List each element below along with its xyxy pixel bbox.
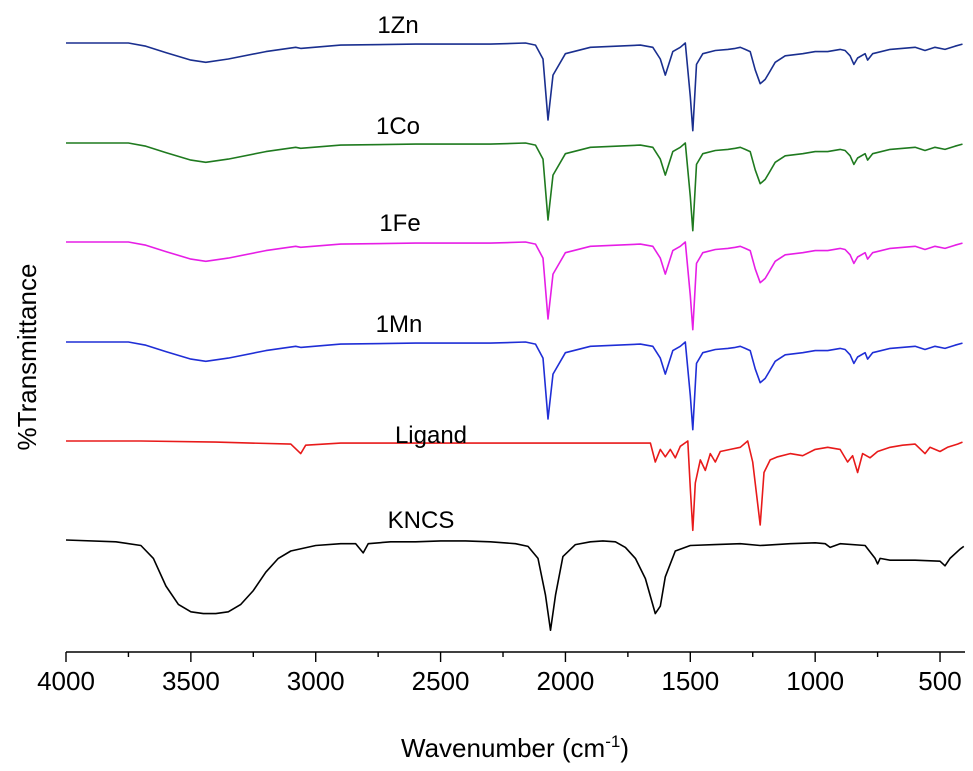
trace-1mn bbox=[66, 341, 963, 431]
y-axis-title: %Transmittance bbox=[12, 264, 42, 451]
x-tick-label: 3500 bbox=[162, 666, 220, 696]
spectrum-traces bbox=[65, 42, 965, 631]
trace-kncs bbox=[65, 539, 965, 631]
x-tick-label: 500 bbox=[918, 666, 961, 696]
series-labels: 1Zn 1Co 1Fe 1Mn Ligand KNCS bbox=[376, 12, 467, 534]
trace-1co bbox=[66, 142, 963, 232]
series-label-1mn: 1Mn bbox=[376, 311, 423, 338]
x-tick-label: 4000 bbox=[37, 666, 95, 696]
trace-ligand bbox=[66, 440, 963, 532]
series-label-ligand: Ligand bbox=[395, 422, 467, 449]
series-label-1fe: 1Fe bbox=[379, 210, 420, 237]
series-label-kncs: KNCS bbox=[388, 507, 455, 534]
series-label-1co: 1Co bbox=[376, 113, 420, 140]
x-axis-title: Wavenumber (cm-1) bbox=[401, 732, 629, 763]
x-tick-label: 3000 bbox=[287, 666, 345, 696]
trace-1zn bbox=[66, 42, 963, 132]
x-axis-ticks: 4000 3500 3000 2500 2000 1500 1000 500 bbox=[37, 652, 962, 696]
trace-1fe bbox=[66, 241, 963, 331]
x-tick-label: 1000 bbox=[786, 666, 844, 696]
x-tick-label: 1500 bbox=[661, 666, 719, 696]
x-tick-label: 2000 bbox=[537, 666, 595, 696]
x-tick-label: 2500 bbox=[412, 666, 470, 696]
series-label-1zn: 1Zn bbox=[377, 12, 418, 39]
